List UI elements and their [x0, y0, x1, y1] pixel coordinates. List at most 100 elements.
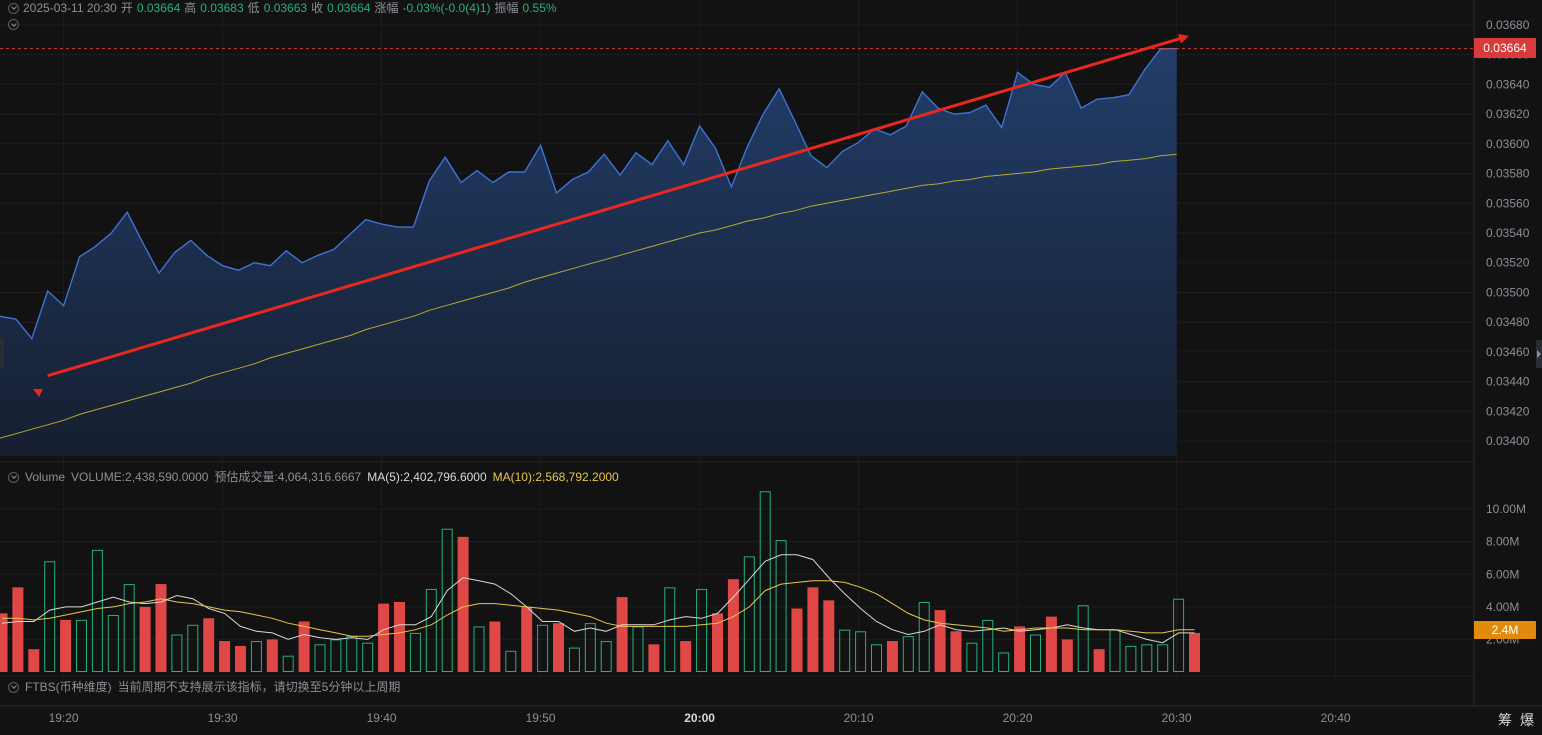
- volume-bar: [966, 642, 978, 672]
- volume-value: VOLUME:2,438,590.0000: [71, 470, 209, 484]
- volume-ma10: MA(10):2,568,792.2000: [492, 470, 619, 484]
- open-label: 开: [120, 1, 133, 15]
- volume-bar: [1030, 634, 1041, 672]
- price-tick-label: 0.03640: [1486, 77, 1530, 91]
- collapse-indicators-chevron-icon[interactable]: [8, 19, 19, 30]
- volume-bar: [584, 623, 596, 673]
- volume-bar: [521, 606, 533, 672]
- volume-tick-label: 8.00M: [1486, 535, 1519, 549]
- volume-bar: [314, 644, 326, 673]
- volume-bar: [632, 626, 644, 673]
- open-value: 0.03664: [136, 1, 181, 15]
- trend-arrow: [47, 33, 1190, 378]
- volume-bar: [1077, 605, 1089, 673]
- volume-bar: [91, 549, 103, 672]
- volume-bar: [775, 540, 787, 672]
- volume-bar: [727, 579, 739, 672]
- volume-name: Volume: [25, 470, 66, 484]
- volume-bar: [855, 631, 867, 673]
- volume-bar: [362, 642, 374, 672]
- volume-bar: [282, 655, 294, 672]
- volume-bar: [839, 629, 851, 672]
- change-value: -0.03%(-0.0(4)1): [402, 1, 491, 15]
- volume-bar: [998, 652, 1010, 673]
- volume-bar: [187, 624, 199, 672]
- amplitude-value: 0.55%: [522, 1, 557, 15]
- volume-bar: [346, 636, 358, 673]
- price-tick-label: 0.03500: [1486, 285, 1530, 299]
- volume-bar: [457, 536, 469, 672]
- trend-start-marker: [33, 389, 43, 397]
- volume-bar: [378, 603, 390, 672]
- volume-bar: [680, 641, 692, 672]
- high-value: 0.03683: [200, 1, 244, 15]
- close-label: 收: [311, 1, 324, 15]
- left-panel-handle[interactable]: [0, 338, 4, 368]
- volume-tick-label: 4.00M: [1486, 600, 1519, 614]
- ftbs-message: 当前周期不支持展示该指标，请切换至5分钟以上周期: [117, 680, 401, 694]
- price-tick-label: 0.03560: [1486, 196, 1530, 210]
- volume-bar: [759, 491, 771, 672]
- volume-bar: [871, 644, 882, 673]
- change-label: 涨幅: [374, 1, 399, 15]
- volume-bar: [409, 632, 421, 672]
- time-tick-label: 20:20: [1003, 711, 1033, 725]
- volume-bar: [743, 556, 755, 673]
- volume-bar: [1045, 616, 1057, 672]
- amplitude-label: 振幅: [494, 1, 519, 15]
- moving-average-line: [0, 153, 1177, 439]
- time-tick-label: 20:10: [844, 711, 874, 725]
- price-tick-label: 0.03680: [1486, 18, 1530, 32]
- volume-bar: [918, 601, 930, 672]
- price-tick-label: 0.03420: [1486, 404, 1530, 418]
- volume-bar: [0, 613, 8, 672]
- volume-bar: [123, 584, 135, 673]
- volume-bar: [473, 626, 485, 673]
- ftbs-collapse-chevron-icon[interactable]: [8, 681, 19, 693]
- volume-bar: [934, 610, 946, 672]
- volume-bar: [1061, 639, 1073, 672]
- volume-bar: [505, 650, 517, 672]
- volume-bar: [266, 639, 278, 672]
- volume-bar: [696, 588, 708, 672]
- volume-bar: [553, 623, 564, 672]
- volume-bar: [950, 631, 962, 672]
- volume-ma5-line: [1, 554, 1195, 644]
- collapse-chevron-icon[interactable]: [8, 2, 19, 14]
- volume-bar: [1157, 644, 1169, 673]
- volume-bar: [982, 619, 994, 672]
- price-tick-label: 0.03540: [1486, 226, 1530, 240]
- volume-bar: [807, 587, 819, 672]
- time-tick-label: 20:40: [1321, 711, 1351, 725]
- volume-bar: [1109, 629, 1121, 672]
- volume-bar: [12, 587, 24, 672]
- volume-bar: [330, 639, 342, 673]
- volume-bar: [886, 641, 898, 672]
- price-tick-label: 0.03520: [1486, 256, 1530, 270]
- volume-collapse-chevron-icon[interactable]: [8, 471, 19, 483]
- volume-bar: [76, 619, 87, 672]
- volume-bar: [250, 641, 262, 673]
- volume-bar: [44, 561, 56, 673]
- volume-bar: [489, 621, 501, 672]
- volume-bar: [1125, 645, 1137, 672]
- volume-estimate: 预估成交量:4,064,316.6667: [214, 470, 362, 484]
- volume-bar: [1093, 649, 1105, 672]
- volume-bar: [616, 597, 628, 672]
- volume-bar: [441, 528, 453, 672]
- price-tick-label: 0.03580: [1486, 167, 1530, 181]
- volume-bar: [203, 618, 215, 672]
- volume-ma5: MA(5):2,402,796.6000: [367, 470, 487, 484]
- volume-bar: [60, 619, 72, 672]
- chip-distribution-button[interactable]: 筹: [1498, 712, 1512, 728]
- volume-legend: Volume VOLUME:2,438,590.0000 预估成交量:4,064…: [8, 470, 619, 484]
- volume-bar: [1141, 644, 1153, 673]
- time-tick-label: 19:40: [367, 711, 397, 725]
- ftbs-indicator-legend: FTBS(币种维度) 当前周期不支持展示该指标，请切换至5分钟以上周期: [8, 680, 400, 694]
- price-line: [0, 48, 1177, 341]
- liquidation-button[interactable]: 爆: [1520, 712, 1534, 728]
- expand-right-panel-button[interactable]: [1536, 340, 1542, 368]
- volume-bar: [823, 600, 835, 672]
- corner-tools: 筹 爆: [1498, 710, 1534, 730]
